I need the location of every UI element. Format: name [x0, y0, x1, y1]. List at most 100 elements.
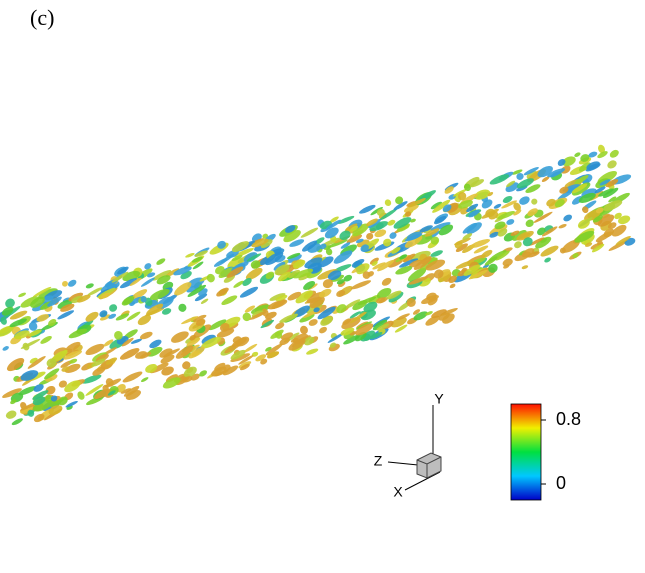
- isosurface-blob: [558, 224, 567, 229]
- isosurface-blob: [381, 277, 392, 286]
- isosurface-blob: [186, 285, 200, 293]
- isosurface-blob: [91, 358, 106, 367]
- isosurface-blob: [377, 259, 395, 272]
- isosurface-blob: [466, 203, 479, 213]
- isosurface-blob: [384, 199, 392, 207]
- isosurface-blob: [345, 223, 358, 232]
- isosurface-blob: [27, 356, 46, 369]
- isosurface-blob: [383, 238, 392, 247]
- isosurface-blob: [140, 377, 149, 383]
- isosurface-blob: [339, 230, 351, 241]
- isosurface-blob: [64, 380, 81, 393]
- isosurface-blob: [592, 215, 603, 223]
- isosurface-blob: [264, 251, 284, 266]
- isosurface-blob: [218, 267, 235, 279]
- isosurface-blob: [304, 257, 323, 269]
- isosurface-blob: [404, 233, 423, 242]
- isosurface-blob: [173, 266, 192, 276]
- isosurface-blob: [160, 354, 175, 364]
- isosurface-blob: [249, 311, 267, 320]
- isosurface-blob: [352, 223, 369, 237]
- isosurface-blob: [462, 222, 478, 234]
- isosurface-blob: [430, 236, 440, 245]
- isosurface-blob: [343, 299, 361, 310]
- isosurface-blob: [265, 346, 272, 352]
- isosurface-blob: [455, 243, 468, 253]
- isosurface-blob: [275, 322, 285, 330]
- isosurface-blob: [438, 224, 454, 236]
- isosurface-blob: [519, 196, 530, 205]
- isosurface-blob: [188, 346, 205, 359]
- isosurface-blob: [149, 339, 162, 349]
- isosurface-blob: [226, 250, 239, 258]
- isosurface-blob: [584, 209, 601, 222]
- isosurface-blob: [69, 358, 78, 364]
- isosurface-blob: [10, 399, 17, 405]
- isosurface-blob: [396, 223, 410, 232]
- colorbar-tick-label: 0: [556, 473, 566, 493]
- isosurface-blob: [588, 151, 598, 158]
- isosurface-blob: [522, 237, 533, 247]
- isosurface-blob: [152, 270, 172, 281]
- isosurface-blob: [93, 388, 111, 400]
- isosurface-blob: [260, 239, 273, 249]
- isosurface-blob: [120, 388, 132, 394]
- isosurface-blob: [372, 262, 386, 270]
- isosurface-blob: [306, 348, 319, 355]
- isosurface-blob: [559, 247, 566, 254]
- isosurface-blob: [174, 282, 192, 296]
- isosurface-blob: [122, 371, 143, 383]
- y-axis-label: Y: [434, 391, 444, 407]
- isosurface-blob: [541, 176, 550, 183]
- isosurface-blob: [162, 377, 181, 389]
- isosurface-blob: [267, 299, 288, 310]
- isosurface-blob: [299, 313, 315, 323]
- z-axis-line: [387, 461, 419, 466]
- isosurface-blob: [286, 252, 301, 260]
- isosurface-blob: [585, 242, 593, 247]
- isosurface-blob: [62, 280, 68, 287]
- isosurface-blob: [521, 248, 535, 258]
- isosurface-blob: [448, 275, 457, 283]
- isosurface-blob: [349, 311, 361, 319]
- isosurface-blob: [574, 152, 581, 158]
- isosurface-blob: [182, 352, 192, 359]
- isosurface-blob: [595, 207, 604, 214]
- isosurface-blob: [557, 188, 576, 201]
- isosurface-blob: [580, 154, 590, 162]
- isosurface-blob: [525, 219, 534, 228]
- isosurface-blob: [600, 213, 610, 219]
- isosurface-blob: [28, 329, 42, 337]
- isosurface-blob: [360, 244, 369, 252]
- isosurface-blob: [222, 365, 239, 376]
- isosurface-blob: [594, 186, 606, 194]
- isosurface-blob: [404, 211, 412, 217]
- isosurface-blob: [275, 331, 283, 339]
- isosurface-blob: [116, 384, 126, 393]
- isosurface-blob: [340, 327, 355, 336]
- isosurface-blob: [163, 348, 180, 358]
- isosurface-blob: [579, 217, 593, 227]
- isosurface-blob: [497, 211, 515, 220]
- isosurface-blob: [211, 366, 227, 377]
- isosurface-blob: [144, 297, 153, 306]
- isosurface-blob: [506, 180, 516, 188]
- isosurface-blob: [32, 390, 49, 400]
- isosurface-blob: [506, 219, 515, 225]
- isosurface-blob: [595, 231, 613, 243]
- isosurface-blob: [260, 319, 275, 329]
- isosurface-blob: [67, 279, 77, 287]
- isosurface-blob: [393, 217, 412, 229]
- isosurface-blob: [430, 201, 443, 210]
- isosurface-blob: [513, 209, 522, 216]
- isosurface-blob: [275, 294, 288, 302]
- isosurface-blob: [602, 187, 619, 199]
- isosurface-blob: [295, 290, 314, 304]
- isosurface-blob: [33, 413, 45, 423]
- isosurface-blob: [85, 383, 104, 396]
- isosurface-blob: [108, 313, 117, 319]
- isosurface-blob: [349, 225, 359, 232]
- isosurface-blob: [541, 226, 558, 237]
- isosurface-blob: [208, 319, 227, 331]
- isosurface-blob: [391, 247, 401, 254]
